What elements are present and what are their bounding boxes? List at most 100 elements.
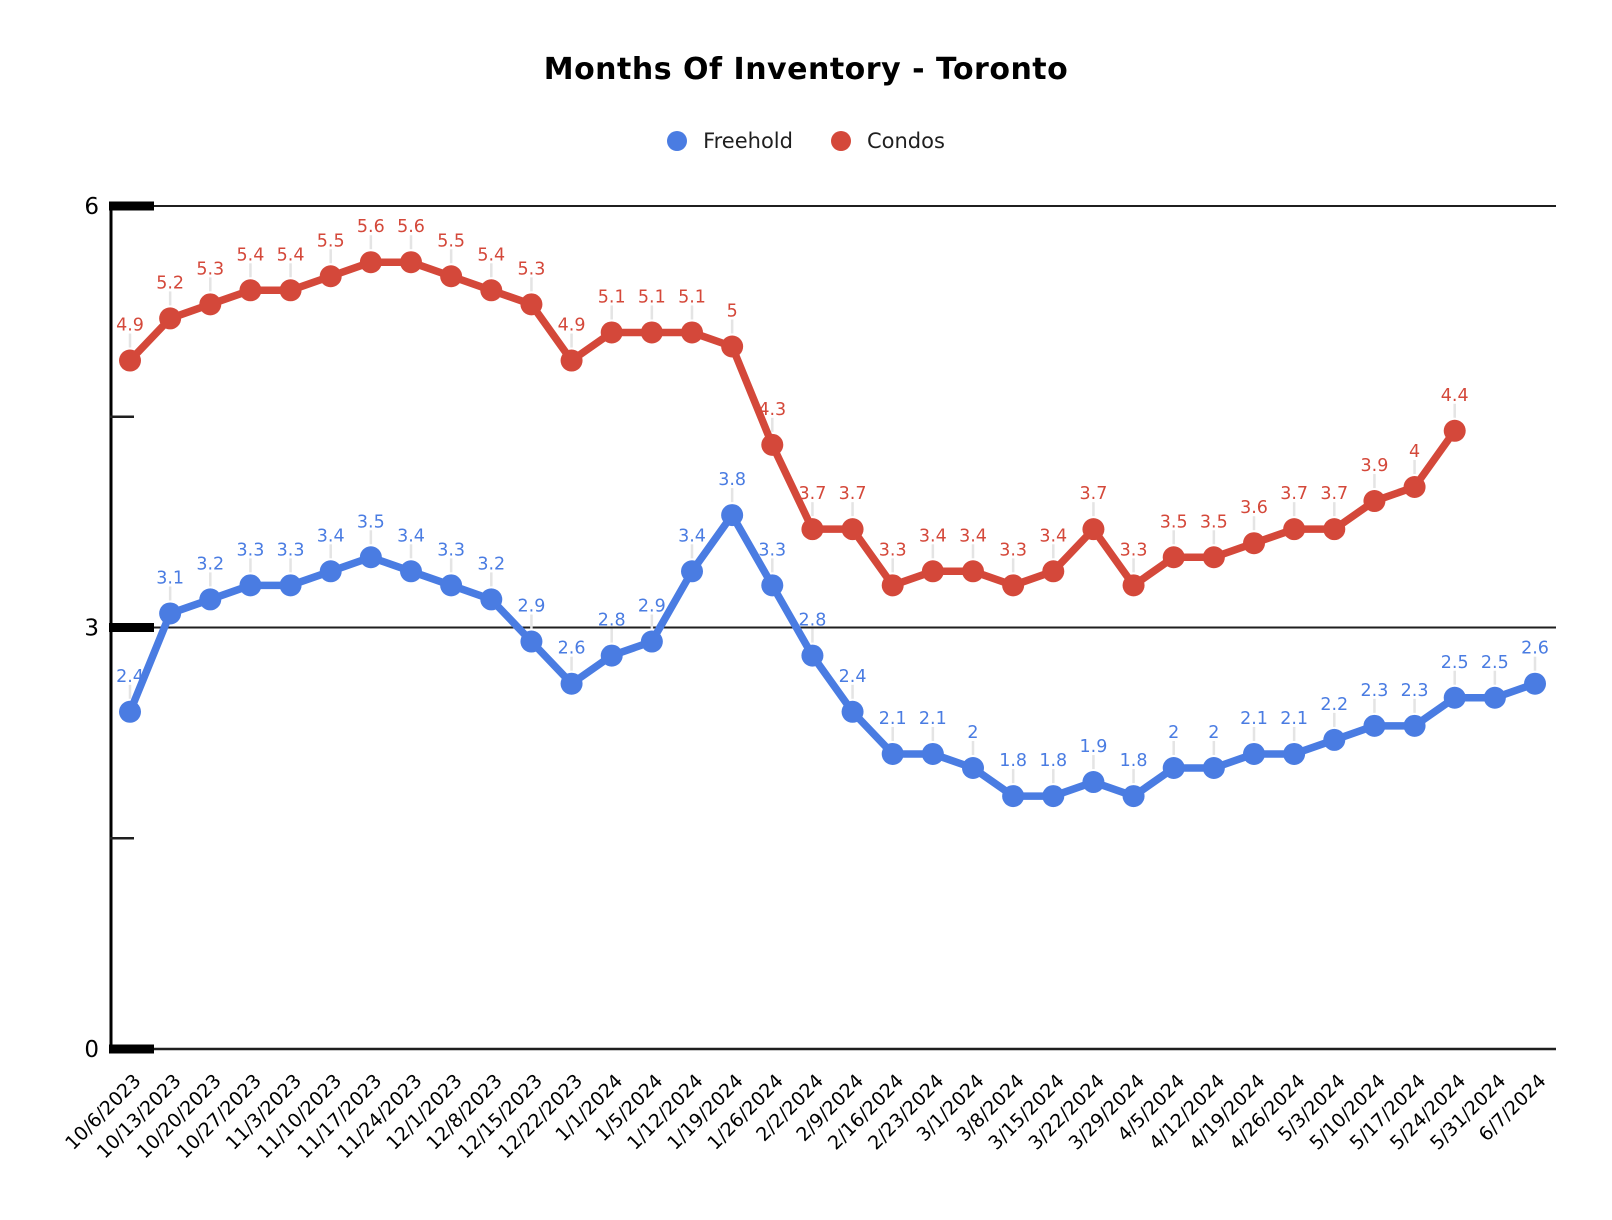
- freehold-point-label: 2.8: [598, 611, 626, 631]
- condos-point-label: 3.7: [1080, 484, 1108, 504]
- condos-point-label: 5: [727, 302, 738, 322]
- condos-point: [1443, 419, 1466, 442]
- freehold-point-label: 2.9: [518, 597, 546, 617]
- condos-point-label: 3.6: [1240, 498, 1268, 518]
- freehold-point-label: 3.8: [718, 470, 746, 490]
- freehold-point: [640, 630, 663, 653]
- condos-legend-dot-icon: [830, 131, 851, 151]
- freehold-point-label: 2: [1208, 723, 1219, 743]
- condos-point-label: 4.9: [116, 316, 144, 336]
- freehold-point-label: 2.2: [1320, 695, 1348, 715]
- freehold-point-label: 2.1: [879, 709, 907, 729]
- freehold-point-label: 2: [1168, 723, 1179, 743]
- freehold-point-label: 3.3: [437, 540, 465, 560]
- freehold-point: [801, 644, 824, 667]
- condos-point: [1243, 532, 1265, 555]
- condos-point-label: 5.4: [277, 245, 305, 265]
- freehold-point-label: 3.4: [397, 526, 425, 546]
- y-tick-label: 0: [84, 1037, 99, 1063]
- freehold-point-label: 3.2: [196, 554, 224, 574]
- freehold-point: [480, 588, 503, 611]
- condos-point: [1042, 560, 1065, 583]
- condos-point: [560, 349, 583, 372]
- freehold-point-label: 2.8: [799, 611, 827, 631]
- condos-point-label: 4.9: [558, 316, 586, 336]
- freehold-point: [1002, 785, 1025, 808]
- condos-point: [761, 433, 784, 456]
- condos-point: [279, 279, 302, 302]
- freehold-point: [1162, 757, 1185, 779]
- freehold-line: [126, 511, 1539, 800]
- condos-point: [1403, 476, 1426, 498]
- freehold-point-label: 2: [967, 723, 978, 743]
- condos-point-label: 3.7: [1280, 484, 1308, 504]
- freehold-point-label: 3.3: [237, 540, 265, 560]
- freehold-point: [962, 757, 984, 779]
- freehold-point: [1483, 686, 1506, 709]
- freehold-point: [1283, 742, 1306, 765]
- condos-point: [239, 279, 262, 302]
- x-axis-labels: 10/6/202310/13/202310/20/202310/27/20231…: [61, 1070, 1550, 1163]
- condos-point: [199, 293, 222, 316]
- condos-point: [801, 518, 824, 541]
- freehold-point: [279, 574, 302, 597]
- freehold-point: [681, 560, 703, 583]
- condos-point: [962, 560, 984, 583]
- freehold-point: [761, 574, 784, 597]
- freehold-point: [841, 700, 864, 723]
- condos-point: [1363, 490, 1386, 513]
- condos-point-label: 5.4: [237, 245, 265, 265]
- condos-point: [480, 279, 503, 302]
- axes: [109, 201, 154, 1054]
- condos-point-label: 5.5: [317, 231, 345, 251]
- freehold-point-label: 3.2: [477, 554, 505, 574]
- condos-point: [400, 251, 422, 274]
- condos-series: 4.9 5.2 5.3 5.4 5.4 5.5 5.6 5.6 5.5 5.4 5.3 4.9 5.1 5…: [116, 217, 1469, 597]
- condos-point: [721, 335, 744, 358]
- freehold-point: [1122, 785, 1145, 808]
- freehold-point-label: 2.5: [1481, 653, 1509, 673]
- freehold-point: [881, 742, 904, 765]
- y-axis-labels: 0 3 6: [84, 194, 99, 1063]
- condos-point-label: 4.4: [1441, 386, 1469, 406]
- freehold-point: [1202, 757, 1225, 779]
- freehold-point: [239, 574, 262, 597]
- condos-point: [881, 574, 904, 597]
- freehold-point: [1403, 714, 1426, 737]
- freehold-point-label: 2.1: [1280, 709, 1308, 729]
- condos-point-label: 5.1: [638, 287, 666, 307]
- major-tick: [109, 623, 154, 632]
- freehold-point-label: 1.8: [1039, 751, 1067, 771]
- condos-point-label: 3.9: [1361, 456, 1389, 476]
- condos-point-label: 5.3: [518, 259, 546, 279]
- freehold-point-label: 2.1: [1240, 709, 1268, 729]
- freehold-point: [520, 630, 543, 653]
- condos-point: [921, 560, 944, 583]
- condos-point-label: 5.2: [156, 273, 184, 293]
- freehold-point: [1082, 771, 1105, 794]
- freehold-point: [199, 588, 222, 611]
- gridlines: [110, 205, 1556, 1051]
- freehold-point-label: 1.8: [999, 751, 1027, 771]
- freehold-point: [600, 644, 623, 667]
- freehold-point-label: 2.6: [1521, 639, 1549, 659]
- freehold-point: [921, 742, 944, 765]
- freehold-point-label: 3.4: [678, 526, 706, 546]
- condos-point: [119, 349, 141, 372]
- condos-point-label: 3.4: [919, 526, 947, 546]
- condos-point: [1002, 574, 1025, 597]
- condos-point: [440, 265, 463, 288]
- condos-point-label: 3.5: [1200, 512, 1228, 532]
- condos-point: [1162, 546, 1185, 569]
- legend-item-freehold: Freehold: [667, 129, 793, 153]
- legend: Freehold Condos: [0, 129, 1612, 153]
- freehold-point: [1524, 672, 1546, 695]
- freehold-point: [159, 602, 182, 625]
- condos-legend-label: Condos: [866, 129, 945, 153]
- condos-line: [126, 258, 1459, 590]
- freehold-point: [400, 560, 422, 583]
- condos-point-label: 3.7: [839, 484, 867, 504]
- condos-point-label: 4.3: [758, 400, 786, 420]
